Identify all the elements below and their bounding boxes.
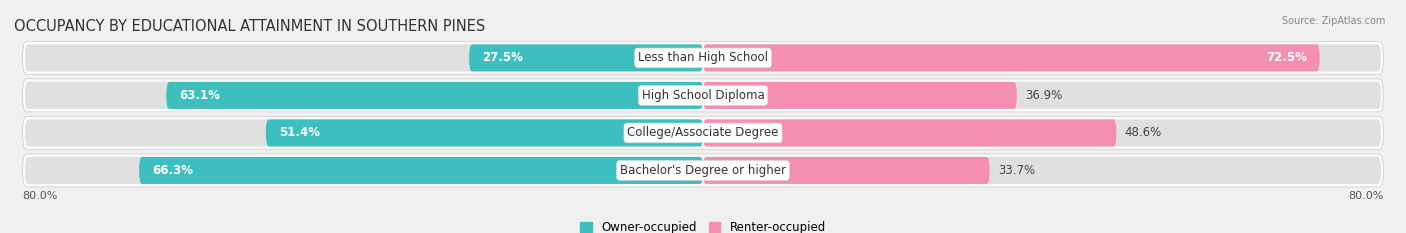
FancyBboxPatch shape	[703, 120, 1381, 146]
FancyBboxPatch shape	[470, 45, 703, 71]
Text: Bachelor's Degree or higher: Bachelor's Degree or higher	[620, 164, 786, 177]
Text: 33.7%: 33.7%	[998, 164, 1035, 177]
FancyBboxPatch shape	[703, 157, 990, 184]
Text: 51.4%: 51.4%	[278, 127, 319, 139]
FancyBboxPatch shape	[25, 45, 703, 71]
FancyBboxPatch shape	[22, 79, 1384, 112]
FancyBboxPatch shape	[703, 45, 1381, 71]
FancyBboxPatch shape	[266, 120, 703, 146]
Text: Less than High School: Less than High School	[638, 51, 768, 64]
FancyBboxPatch shape	[22, 41, 1384, 74]
Legend: Owner-occupied, Renter-occupied: Owner-occupied, Renter-occupied	[575, 216, 831, 233]
FancyBboxPatch shape	[703, 157, 1381, 184]
Text: 48.6%: 48.6%	[1125, 127, 1163, 139]
Text: OCCUPANCY BY EDUCATIONAL ATTAINMENT IN SOUTHERN PINES: OCCUPANCY BY EDUCATIONAL ATTAINMENT IN S…	[14, 19, 485, 34]
Text: 80.0%: 80.0%	[22, 192, 58, 202]
FancyBboxPatch shape	[25, 120, 703, 146]
FancyBboxPatch shape	[22, 154, 1384, 187]
Text: 72.5%: 72.5%	[1265, 51, 1308, 64]
Text: College/Associate Degree: College/Associate Degree	[627, 127, 779, 139]
Text: 66.3%: 66.3%	[152, 164, 193, 177]
Text: Source: ZipAtlas.com: Source: ZipAtlas.com	[1281, 16, 1385, 26]
FancyBboxPatch shape	[703, 82, 1017, 109]
FancyBboxPatch shape	[703, 45, 1320, 71]
FancyBboxPatch shape	[703, 82, 1381, 109]
Text: 63.1%: 63.1%	[179, 89, 219, 102]
Text: 27.5%: 27.5%	[482, 51, 523, 64]
FancyBboxPatch shape	[25, 157, 703, 184]
Text: 36.9%: 36.9%	[1025, 89, 1063, 102]
FancyBboxPatch shape	[703, 120, 1116, 146]
FancyBboxPatch shape	[22, 116, 1384, 149]
Text: 80.0%: 80.0%	[1348, 192, 1384, 202]
FancyBboxPatch shape	[139, 157, 703, 184]
FancyBboxPatch shape	[166, 82, 703, 109]
Text: High School Diploma: High School Diploma	[641, 89, 765, 102]
FancyBboxPatch shape	[25, 82, 703, 109]
